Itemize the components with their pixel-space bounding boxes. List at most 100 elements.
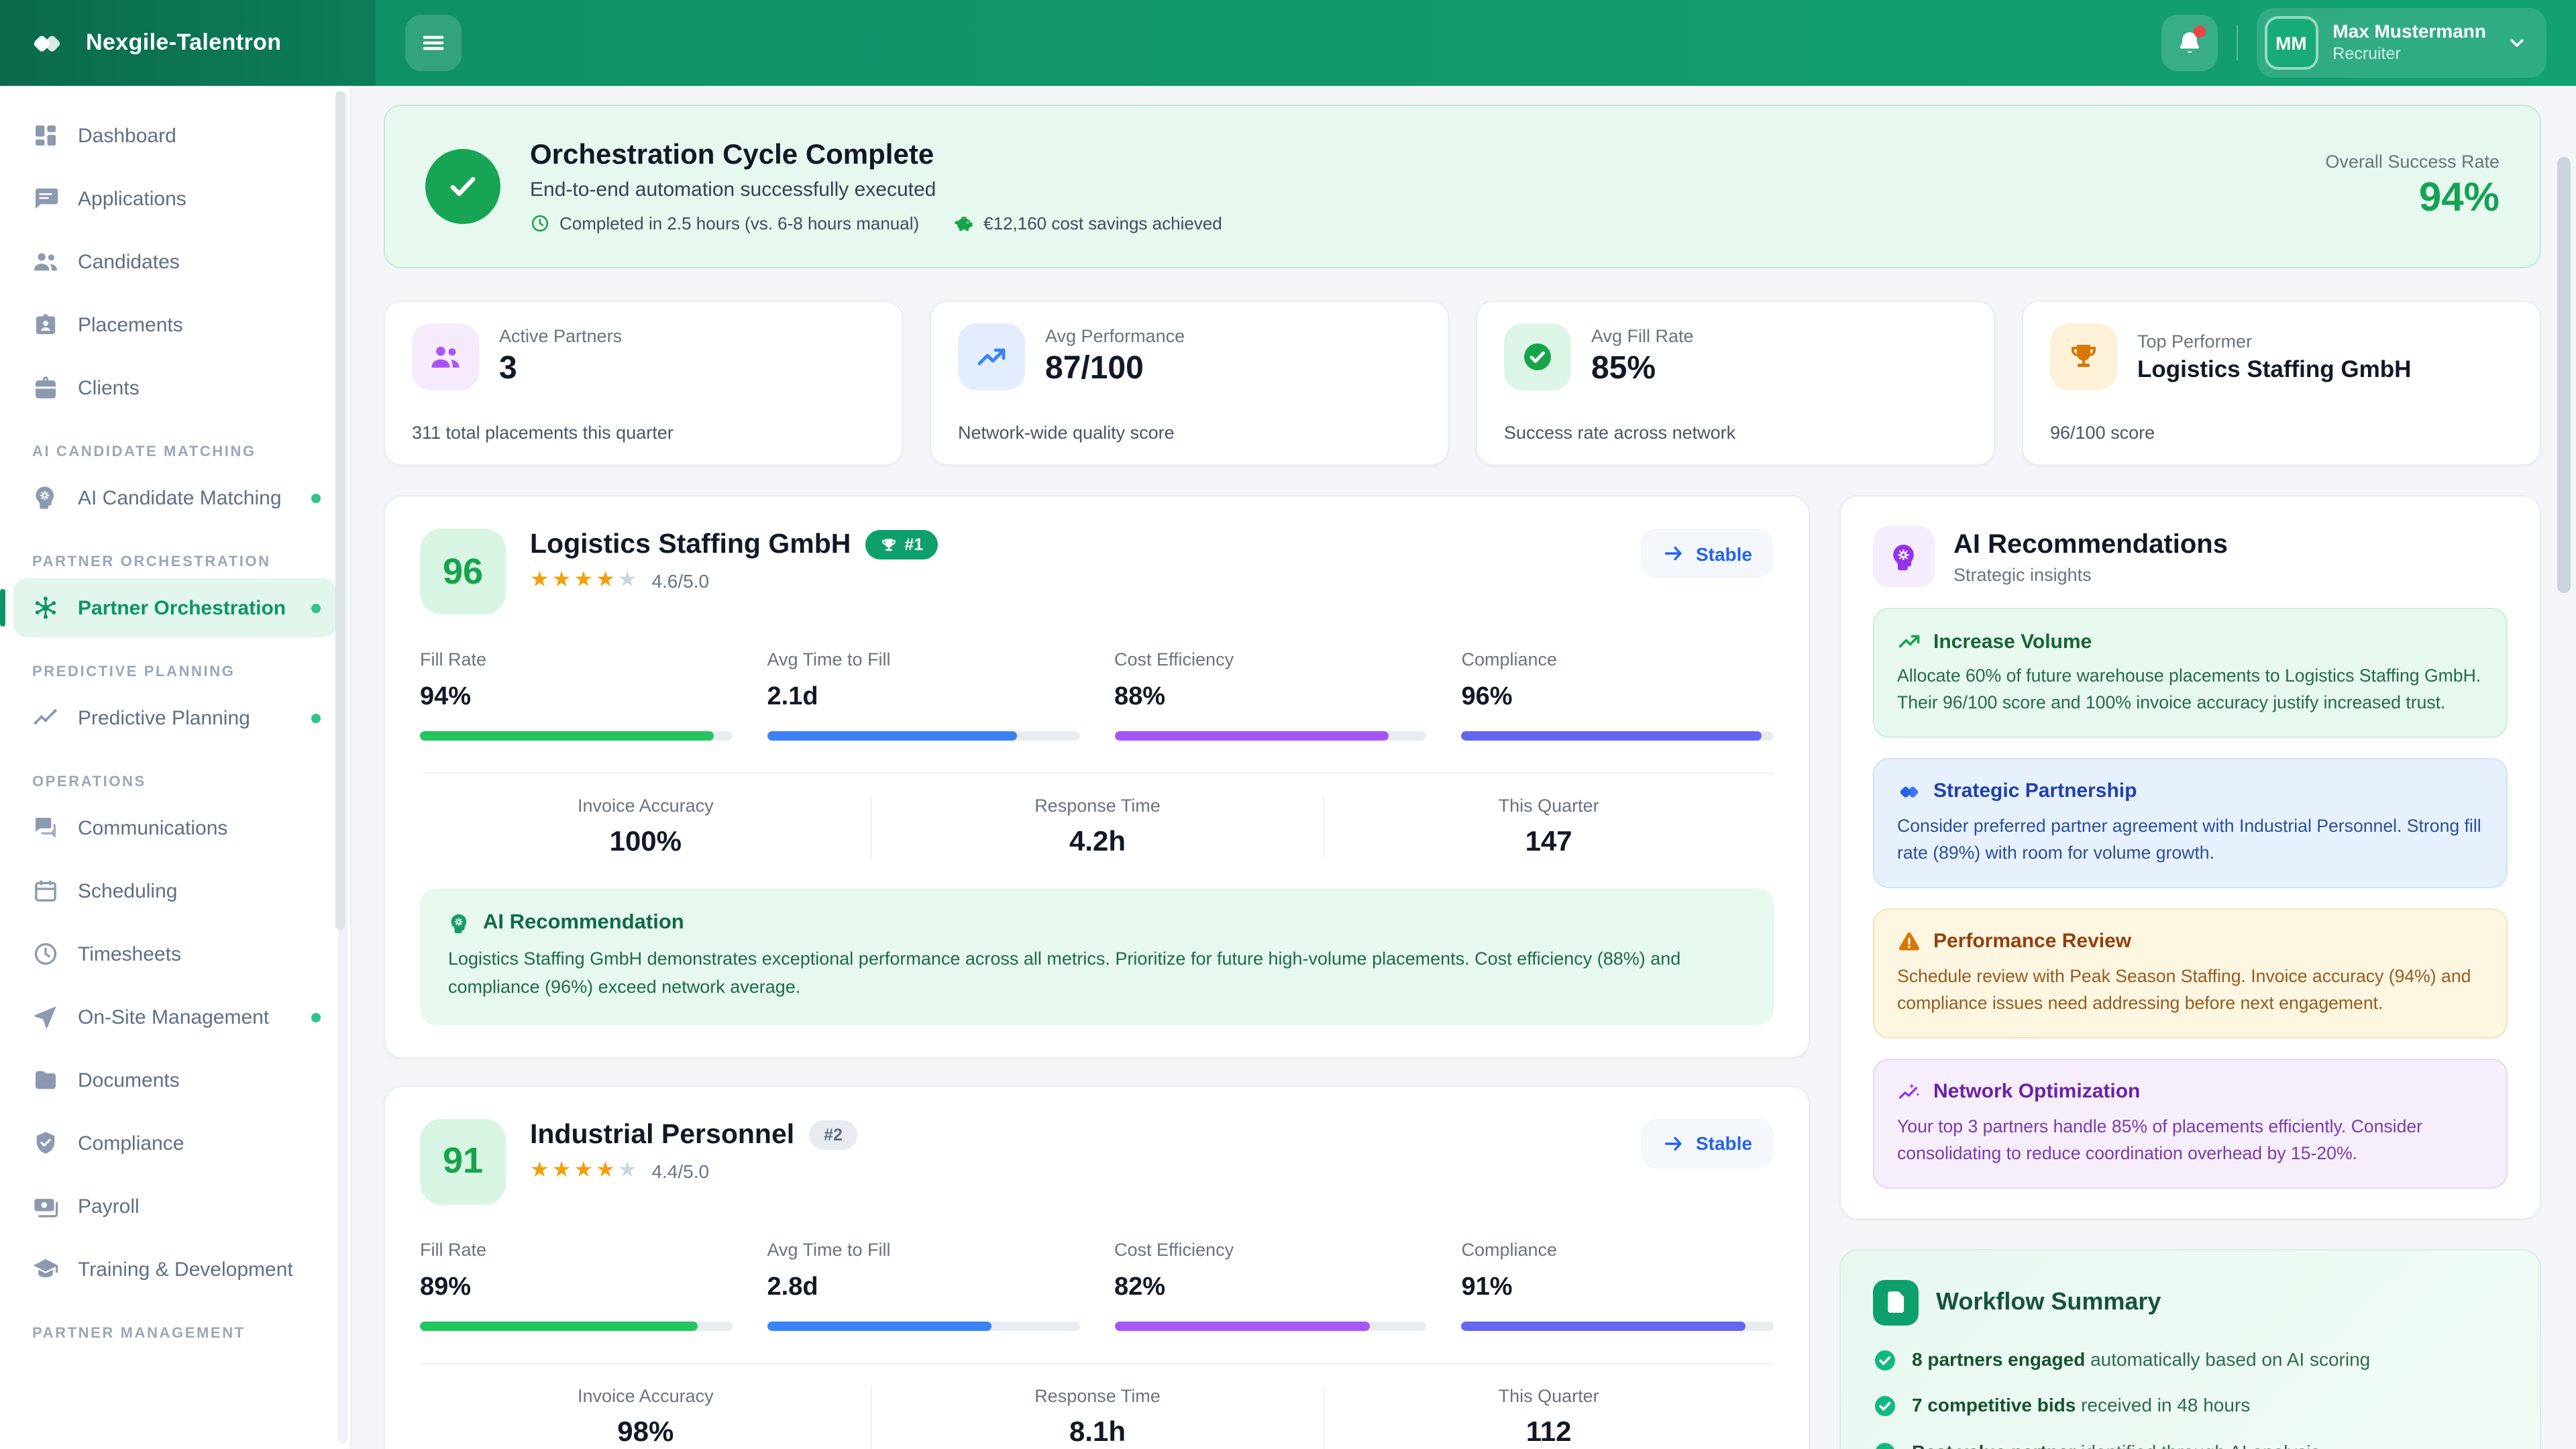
- partner-metrics: Fill Rate 89% Avg Time to Fill 2.8d Cost Eff…: [420, 1240, 1774, 1331]
- briefcase-icon: [32, 374, 59, 401]
- metric-label: Fill Rate: [420, 649, 487, 669]
- stats-row: Active Partners 3 311 total placements thi…: [384, 301, 2541, 466]
- sidebar-item-compliance[interactable]: Compliance: [13, 1114, 337, 1173]
- sidebar-item-applications[interactable]: Applications: [13, 169, 337, 228]
- alert-triangle-icon: [1897, 930, 1921, 954]
- star-filled-icon: ★: [530, 569, 552, 592]
- sidebar-item-dashboard[interactable]: Dashboard: [13, 106, 337, 165]
- ai-panel-subtitle: Strategic insights: [1953, 564, 2092, 584]
- workflow-title: Workflow Summary: [1936, 1288, 2161, 1315]
- partner-card-header: 96 Logistics Staffing GmbH #1 ★★★★★ 4.6/5.0 S…: [420, 529, 1774, 614]
- topbar-divider: [2236, 25, 2238, 60]
- metric-compliance: Compliance 91%: [1461, 1240, 1774, 1331]
- notifications-button[interactable]: [2161, 15, 2218, 71]
- sidebar-scrollbar-thumb[interactable]: [335, 91, 345, 930]
- recommendation-header: Network Optimization: [1897, 1079, 2483, 1104]
- substat-label: Response Time: [1034, 796, 1161, 816]
- sidebar-item-scheduling[interactable]: Scheduling: [13, 861, 337, 920]
- partner-score-badge: 96: [420, 529, 506, 614]
- recommendation-text: Your top 3 partners handle 85% of placem…: [1897, 1116, 2423, 1163]
- stat-value: 85%: [1591, 350, 1656, 386]
- sidebar-item-documents[interactable]: Documents: [13, 1051, 337, 1110]
- recommendation-card-network-optimization: Network Optimization Your top 3 partners …: [1873, 1058, 2508, 1188]
- star-filled-icon: ★: [530, 1159, 552, 1182]
- metric-value: 82%: [1114, 1273, 1166, 1301]
- metric-bar-track: [420, 1321, 733, 1331]
- sidebar-scrollbar-track[interactable]: [335, 91, 347, 1444]
- active-indicator-dot: [311, 713, 321, 722]
- partner-name: Industrial Personnel: [530, 1118, 795, 1150]
- substat-value: 8.1h: [1069, 1416, 1126, 1448]
- sidebar-item-clients[interactable]: Clients: [13, 358, 337, 417]
- sidebar-item-payroll[interactable]: Payroll: [13, 1177, 337, 1236]
- stat-footer: 96/100 score: [2050, 423, 2155, 443]
- metric-label: Cost Efficiency: [1114, 1239, 1234, 1260]
- recommendation-title: Increase Volume: [1933, 630, 2092, 653]
- sidebar-item-label: Compliance: [78, 1132, 184, 1155]
- partner-substats: Invoice Accuracy 100% Response Time 4.2h Thi…: [420, 773, 1774, 859]
- workflow-summary-panel: Workflow Summary 8 partners engaged auto…: [1839, 1248, 2541, 1449]
- star-filled-icon: ★: [596, 1159, 618, 1182]
- sidebar-item-label: Training & Development: [78, 1258, 293, 1281]
- banner-savings: €12,160 cost savings achieved: [954, 213, 1222, 233]
- stat-value: 3: [499, 350, 517, 386]
- sidebar-item-predictive-planning[interactable]: Predictive Planning: [13, 688, 337, 747]
- user-menu[interactable]: MM Max Mustermann Recruiter: [2256, 8, 2546, 78]
- stat-footer: Success rate across network: [1504, 423, 1736, 443]
- trending-up-icon: [1897, 629, 1921, 653]
- sidebar-item-timesheets[interactable]: Timesheets: [13, 924, 337, 983]
- stat-card-text: Avg Performance 87/100: [1045, 326, 1185, 388]
- clock-icon: [32, 941, 59, 967]
- recommendation-text: Schedule review with Peak Season Staffin…: [1897, 965, 2471, 1013]
- active-indicator-dot: [311, 603, 321, 612]
- stat-label: Active Partners: [499, 326, 623, 346]
- ai-note-text: Logistics Staffing GmbH demonstrates exc…: [448, 949, 1681, 997]
- substat-label: This Quarter: [1498, 796, 1599, 816]
- metric-bar-fill: [420, 1321, 698, 1331]
- substat-response-time: Response Time 4.2h: [871, 796, 1323, 859]
- sidebar-item-ai-candidate-matching[interactable]: AI Candidate Matching: [13, 468, 337, 527]
- handshake-icon: [1897, 780, 1921, 804]
- brand-name: Nexgile-Talentron: [86, 30, 282, 55]
- banknote-icon: [32, 1193, 59, 1220]
- right-panel: AI Recommendations Strategic insights In…: [1839, 495, 2541, 1449]
- star-filled-icon: ★: [596, 569, 618, 592]
- stat-card-text: Avg Fill Rate 85%: [1591, 326, 1694, 388]
- sidebar-item-on-site-management[interactable]: On-Site Management: [13, 987, 337, 1046]
- stat-label: Avg Performance: [1045, 326, 1185, 346]
- metric-bar-track: [1114, 1321, 1427, 1331]
- star-filled-icon: ★: [574, 569, 596, 592]
- top-header: Nexgile-Talentron MM Max Mustermann Recr…: [0, 0, 2576, 86]
- stat-value: Logistics Staffing GmbH: [2137, 355, 2412, 382]
- handshake-logo-icon: [24, 20, 70, 66]
- recommendation-text: Allocate 60% of future warehouse placeme…: [1897, 665, 2481, 712]
- sidebar-item-partner-orchestration[interactable]: Partner Orchestration: [0, 578, 337, 637]
- workflow-item-text: 8 partners engaged automatically based o…: [1912, 1346, 2370, 1373]
- sidebar-item-communications[interactable]: Communications: [13, 798, 337, 857]
- sidebar-item-candidates[interactable]: Candidates: [13, 232, 337, 291]
- user-name: Max Mustermann: [2332, 20, 2486, 42]
- metric-value: 94%: [420, 683, 472, 711]
- clock-icon: [530, 213, 550, 233]
- banner-duration-text: Completed in 2.5 hours (vs. 6-8 hours ma…: [559, 213, 920, 233]
- sidebar-item-training-development[interactable]: Training & Development: [13, 1240, 337, 1299]
- window-scrollbar-thumb[interactable]: [2557, 157, 2571, 593]
- sidebar: Dashboard Applications Candidates Placement…: [0, 86, 352, 1449]
- recommendation-card-performance-review: Performance Review Schedule review with P…: [1873, 908, 2508, 1038]
- metric-bar-track: [420, 731, 733, 741]
- workflow-item-rest: received in 48 hours: [2076, 1394, 2251, 1416]
- substat-response-time: Response Time 8.1h: [871, 1385, 1323, 1449]
- partner-card-logistics-staffing-gmbh: 96 Logistics Staffing GmbH #1 ★★★★★ 4.6/5.0 S…: [384, 495, 1810, 1059]
- users-icon: [32, 248, 59, 275]
- metric-bar-fill: [1461, 1321, 1746, 1331]
- menu-button[interactable]: [405, 15, 462, 71]
- partner-rank-badge: #2: [809, 1120, 857, 1150]
- star-rating: ★★★★★: [530, 1159, 639, 1182]
- partner-info: Logistics Staffing GmbH #1 ★★★★★ 4.6/5.0: [530, 529, 938, 592]
- recommendation-text: Consider preferred partner agreement wit…: [1897, 815, 2481, 863]
- metric-bar-fill: [1461, 731, 1762, 741]
- sidebar-item-placements[interactable]: Placements: [13, 295, 337, 354]
- ai-head-icon: [1873, 526, 1935, 588]
- stat-card-top: Avg Performance 87/100: [958, 323, 1421, 390]
